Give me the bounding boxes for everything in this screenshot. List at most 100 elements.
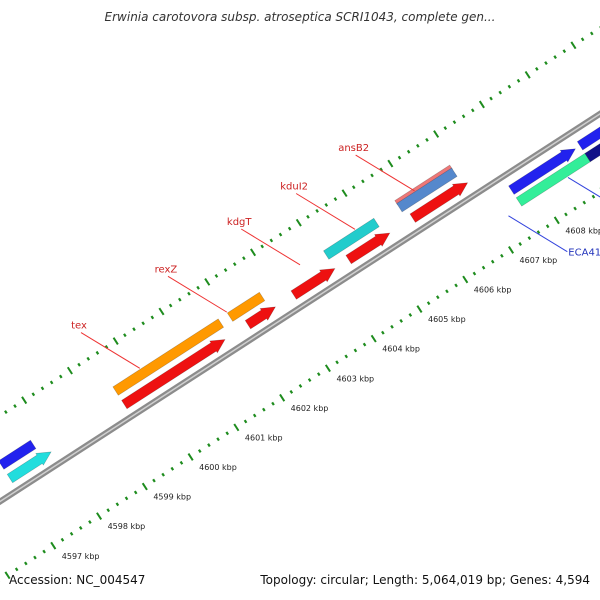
outer-tick	[562, 49, 567, 54]
tick-labels: 4597 kbp 4598 kbp 4599 kbp 4600 kbp 4601 kbp…	[62, 226, 600, 560]
inner-tick	[472, 271, 477, 276]
gene-feature[interactable]	[112, 318, 225, 396]
inner-tick	[553, 216, 560, 225]
feature-tracks	[0, 122, 600, 484]
tick-label: 4598 kbp	[108, 522, 146, 531]
tick-label: 4600 kbp	[199, 463, 237, 472]
outer-tick	[524, 70, 531, 79]
backbone-highlight	[0, 112, 600, 503]
outer-tick	[187, 291, 191, 296]
outer-tick	[112, 337, 119, 345]
inner-tick	[445, 289, 449, 294]
outer-tick	[351, 185, 356, 190]
gene-feature[interactable]	[226, 291, 266, 322]
gene-feature[interactable]	[121, 339, 226, 410]
inner-tick	[316, 372, 321, 377]
inner-tick	[115, 502, 120, 507]
outer-tick	[443, 126, 448, 131]
outer-tick	[470, 108, 475, 113]
gene-label[interactable]: kduI2	[280, 182, 308, 193]
outer-tick	[516, 78, 521, 83]
inner-tick	[353, 348, 358, 353]
outer-tick	[452, 120, 457, 125]
gene-feature[interactable]	[6, 451, 52, 484]
inner-tick	[42, 549, 46, 554]
inner-tick	[187, 453, 194, 461]
gene-feature[interactable]	[345, 232, 391, 265]
outer-tick	[397, 155, 402, 160]
gene-feature[interactable]	[409, 182, 469, 223]
gene-feature[interactable]	[576, 122, 600, 151]
inner-tick	[262, 407, 266, 412]
outer-tick	[461, 114, 466, 119]
tick-label: 4608 kbp	[565, 226, 600, 235]
inner-tick	[133, 490, 138, 495]
gene-feature[interactable]	[584, 130, 600, 163]
outer-tick	[489, 96, 493, 101]
inner-tick	[399, 318, 403, 323]
inner-tick	[298, 384, 303, 388]
outer-tick	[158, 307, 165, 316]
tick-label: 4599 kbp	[153, 493, 191, 502]
gene-label-leader	[80, 332, 141, 369]
inner-tick	[518, 242, 522, 246]
gene-feature[interactable]	[0, 439, 37, 470]
gene-label[interactable]: rexZ	[155, 264, 178, 275]
outer-tick	[123, 333, 127, 338]
inner-tick	[161, 472, 165, 477]
inner-tick	[88, 520, 92, 524]
gene-label[interactable]: tex	[71, 321, 87, 332]
inner-tick-ring	[0, 187, 600, 583]
map-title: Erwinia carotovora subsp. atroseptica SC…	[104, 10, 496, 24]
inner-tick	[179, 460, 184, 465]
gene-label-leader	[167, 275, 228, 313]
outer-tick	[168, 303, 173, 308]
tick-label: 4605 kbp	[428, 315, 466, 324]
outer-tick	[425, 137, 429, 142]
inner-tick	[170, 466, 175, 471]
outer-tick	[507, 84, 512, 89]
gene-label-leader	[295, 193, 356, 230]
outer-tick	[287, 226, 292, 231]
gene-feature[interactable]	[244, 306, 276, 330]
inner-tick	[324, 364, 331, 373]
outer-tick	[553, 55, 557, 60]
genome-summary: Topology: circular; Length: 5,064,019 bp…	[260, 573, 590, 587]
outer-tick	[387, 159, 394, 168]
inner-tick	[416, 305, 423, 313]
outer-tick	[4, 410, 8, 414]
outer-tick	[132, 327, 136, 332]
outer-tick	[31, 392, 36, 397]
gene-label[interactable]: kdgT	[227, 217, 252, 228]
inner-tick	[591, 194, 596, 199]
backbone-line	[0, 110, 600, 506]
inner-tick	[216, 437, 220, 442]
genome-backbone	[0, 110, 600, 506]
inner-tick	[481, 265, 486, 270]
outer-tick	[406, 149, 411, 154]
inner-tick	[60, 537, 65, 542]
outer-tick	[13, 404, 17, 409]
outer-tick	[214, 274, 219, 278]
gene-label[interactable]: ECA4127	[568, 248, 600, 259]
outer-tick	[58, 374, 63, 379]
inner-tick	[390, 324, 394, 329]
outer-tick	[433, 130, 440, 138]
inner-tick	[490, 259, 495, 264]
gene-feature[interactable]	[290, 268, 336, 300]
gene-feature[interactable]	[508, 148, 576, 195]
gene-feature[interactable]	[323, 217, 380, 260]
gene-label[interactable]: ansB2	[338, 143, 369, 154]
outer-tick	[341, 189, 348, 198]
inner-tick	[370, 334, 377, 343]
inner-tick	[582, 200, 587, 205]
inner-tick	[426, 301, 431, 306]
inner-tick	[24, 561, 28, 566]
gene-feature[interactable]	[396, 167, 458, 213]
inner-tick	[536, 230, 541, 235]
inner-tick	[435, 295, 440, 300]
outer-tick	[306, 214, 310, 219]
gene-label-leader	[355, 154, 415, 192]
